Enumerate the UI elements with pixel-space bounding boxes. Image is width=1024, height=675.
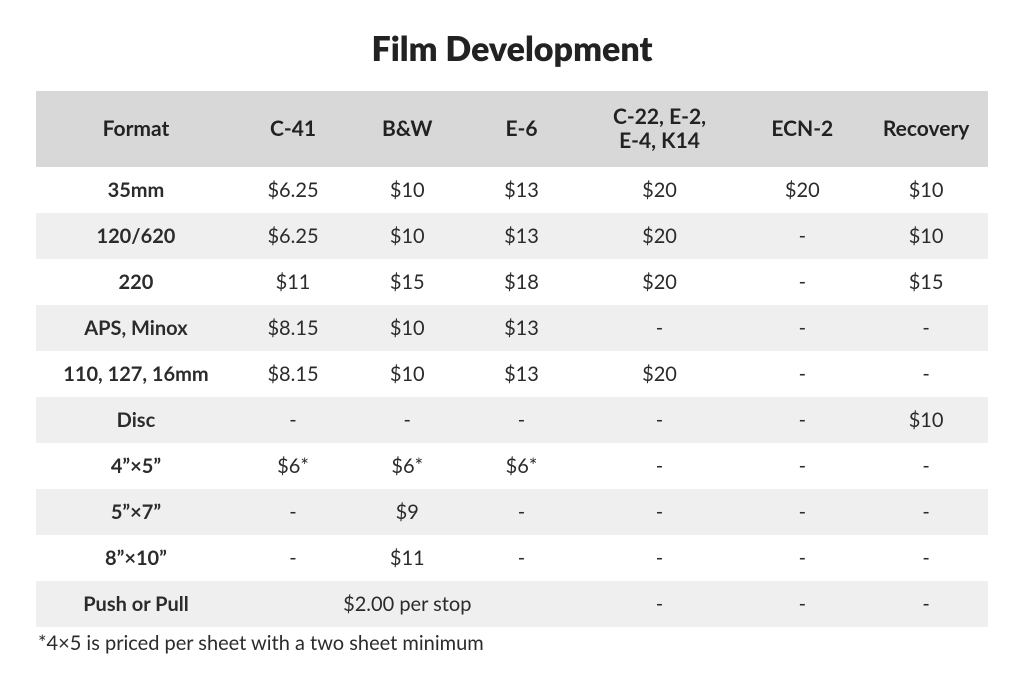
- price-cell: $18: [464, 259, 578, 305]
- row-format: 8”×10”: [36, 535, 236, 581]
- price-cell: -: [464, 535, 578, 581]
- price-cell: -: [864, 535, 988, 581]
- row-format: APS, Minox: [36, 305, 236, 351]
- table-row: Disc-----$10: [36, 397, 988, 443]
- price-cell: -: [864, 443, 988, 489]
- price-table: Format C-41 B&W E-6 C-22, E-2,E-4, K14 E…: [36, 91, 988, 627]
- col-recovery: Recovery: [864, 91, 988, 167]
- price-cell: $13: [464, 351, 578, 397]
- price-cell: $15: [350, 259, 464, 305]
- footnote: *4×5 is priced per sheet with a two shee…: [36, 631, 988, 655]
- price-cell: $6.25: [236, 167, 350, 213]
- col-c41: C-41: [236, 91, 350, 167]
- price-cell: $8.15: [236, 351, 350, 397]
- price-cell: $9: [350, 489, 464, 535]
- price-cell: $20: [579, 167, 741, 213]
- table-row: 110, 127, 16mm$8.15$10$13$20--: [36, 351, 988, 397]
- price-cell: -: [740, 259, 864, 305]
- price-cell: $10: [864, 397, 988, 443]
- price-cell: -: [864, 489, 988, 535]
- price-cell: $20: [579, 351, 741, 397]
- page-title: Film Development: [36, 28, 988, 69]
- price-cell: $10: [864, 167, 988, 213]
- price-cell: $10: [350, 213, 464, 259]
- price-cell: -: [579, 305, 741, 351]
- price-cell: -: [740, 535, 864, 581]
- col-c22: C-22, E-2,E-4, K14: [579, 91, 741, 167]
- price-cell: $10: [864, 213, 988, 259]
- price-cell: -: [740, 443, 864, 489]
- price-cell: $6.25: [236, 213, 350, 259]
- page: Film Development Format C-41 B&W E-6 C-2…: [0, 0, 1024, 675]
- price-cell: -: [579, 581, 741, 627]
- price-cell: -: [864, 351, 988, 397]
- row-format: Disc: [36, 397, 236, 443]
- price-cell: $20: [579, 259, 741, 305]
- table-body: 35mm$6.25$10$13$20$20$10120/620$6.25$10$…: [36, 167, 988, 627]
- price-cell: $10: [350, 305, 464, 351]
- price-cell: $6*: [236, 443, 350, 489]
- price-cell: -: [579, 535, 741, 581]
- table-header: Format C-41 B&W E-6 C-22, E-2,E-4, K14 E…: [36, 91, 988, 167]
- table-row: 120/620$6.25$10$13$20-$10: [36, 213, 988, 259]
- row-format: 4”×5”: [36, 443, 236, 489]
- push-pull-price: $2.00 per stop: [236, 581, 579, 627]
- price-cell: -: [864, 581, 988, 627]
- price-cell: -: [864, 305, 988, 351]
- price-cell: -: [740, 581, 864, 627]
- table-row: 35mm$6.25$10$13$20$20$10: [36, 167, 988, 213]
- table-row: 5”×7”-$9----: [36, 489, 988, 535]
- price-cell: -: [579, 443, 741, 489]
- price-cell: -: [740, 489, 864, 535]
- price-cell: $20: [740, 167, 864, 213]
- price-cell: $13: [464, 167, 578, 213]
- table-row: APS, Minox$8.15$10$13---: [36, 305, 988, 351]
- price-cell: -: [579, 489, 741, 535]
- price-cell: $15: [864, 259, 988, 305]
- table-row: 4”×5”$6*$6*$6*---: [36, 443, 988, 489]
- col-bw: B&W: [350, 91, 464, 167]
- price-cell: -: [464, 489, 578, 535]
- col-ecn2: ECN-2: [740, 91, 864, 167]
- price-cell: -: [740, 213, 864, 259]
- price-cell: $13: [464, 213, 578, 259]
- row-format: 220: [36, 259, 236, 305]
- price-cell: $20: [579, 213, 741, 259]
- price-cell: $13: [464, 305, 578, 351]
- table-row-push: Push or Pull$2.00 per stop---: [36, 581, 988, 627]
- price-cell: -: [579, 397, 741, 443]
- price-cell: -: [740, 397, 864, 443]
- price-cell: -: [236, 535, 350, 581]
- price-cell: $8.15: [236, 305, 350, 351]
- row-format: 35mm: [36, 167, 236, 213]
- price-cell: -: [740, 305, 864, 351]
- col-e6: E-6: [464, 91, 578, 167]
- row-format: 110, 127, 16mm: [36, 351, 236, 397]
- row-format: 5”×7”: [36, 489, 236, 535]
- row-format: Push or Pull: [36, 581, 236, 627]
- price-cell: $10: [350, 351, 464, 397]
- price-cell: -: [464, 397, 578, 443]
- price-cell: $11: [236, 259, 350, 305]
- price-cell: -: [236, 489, 350, 535]
- price-cell: -: [350, 397, 464, 443]
- table-row: 220$11$15$18$20-$15: [36, 259, 988, 305]
- price-cell: -: [236, 397, 350, 443]
- table-row: 8”×10”-$11----: [36, 535, 988, 581]
- price-cell: -: [740, 351, 864, 397]
- row-format: 120/620: [36, 213, 236, 259]
- price-cell: $6*: [464, 443, 578, 489]
- col-format: Format: [36, 91, 236, 167]
- price-cell: $11: [350, 535, 464, 581]
- price-cell: $10: [350, 167, 464, 213]
- price-cell: $6*: [350, 443, 464, 489]
